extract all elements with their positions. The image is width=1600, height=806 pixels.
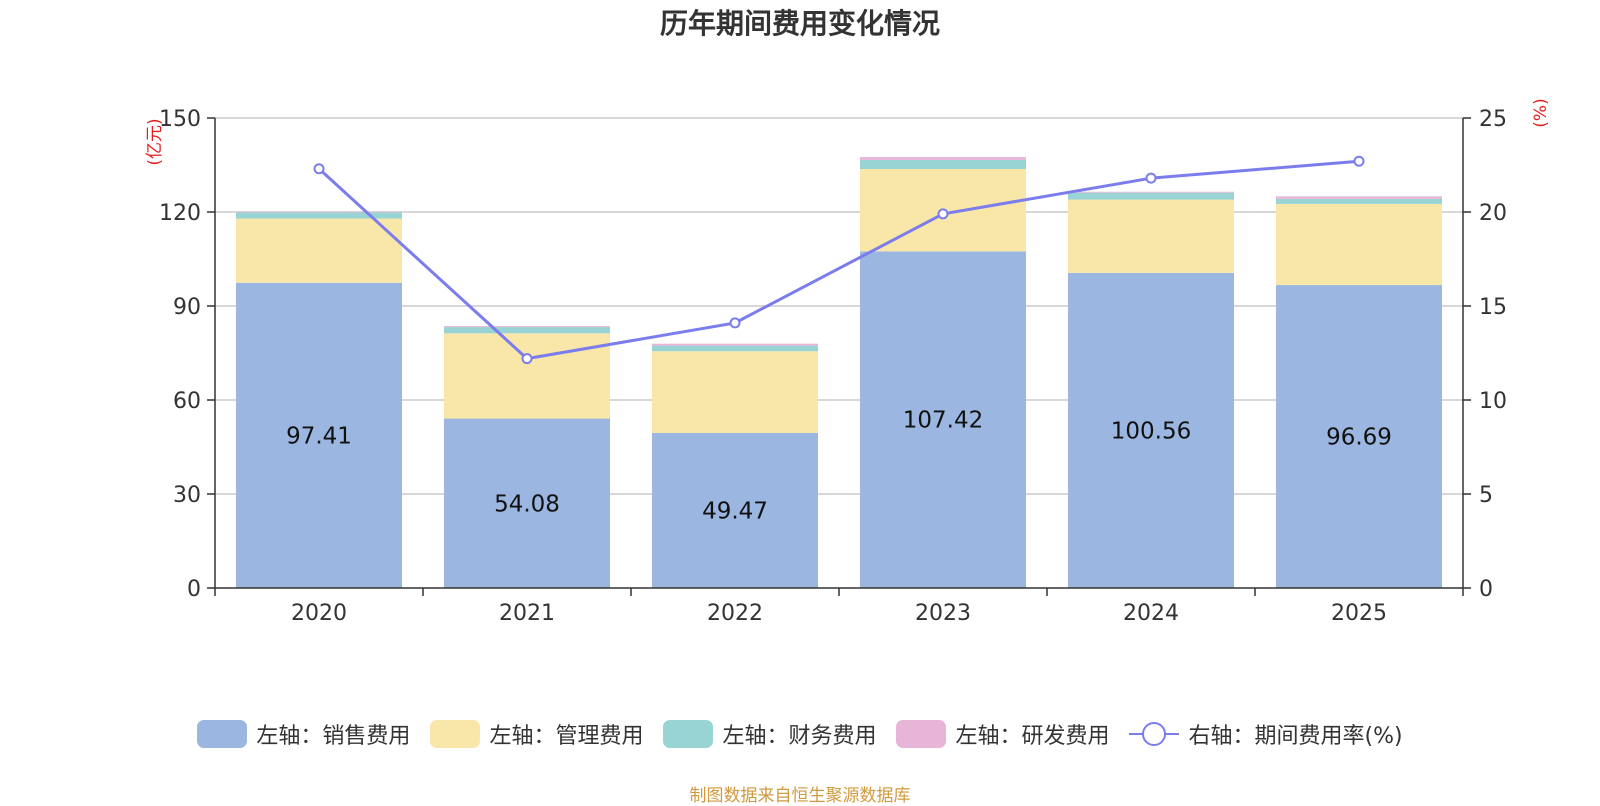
y-left-tick-label: 90 xyxy=(173,295,201,320)
y-right-tick-label: 15 xyxy=(1479,295,1507,320)
expense-rate-point xyxy=(1145,172,1157,184)
chart-title: 历年期间费用变化情况 xyxy=(659,7,940,40)
legend-label: 左轴：销售费用 xyxy=(256,724,411,749)
bar-segment xyxy=(860,251,1026,588)
legend-swatch xyxy=(430,720,481,748)
bar-segment xyxy=(652,432,818,588)
bar-segment xyxy=(1276,285,1442,588)
x-tick-label: 2023 xyxy=(915,601,971,626)
bar-segment xyxy=(1068,192,1234,200)
y-left-unit-label: (亿元) xyxy=(145,118,165,165)
expense-rate-point xyxy=(729,317,741,329)
y-left-tick-label: 120 xyxy=(159,201,201,226)
bar-value-label: 96.69 xyxy=(1326,425,1392,451)
bar-segment xyxy=(236,282,402,588)
legend-item[interactable]: 左轴：管理费用 xyxy=(430,718,643,750)
legend-item[interactable]: 左轴：研发费用 xyxy=(896,718,1109,750)
expense-rate-point xyxy=(313,163,325,175)
bar-segment xyxy=(860,157,1026,160)
bar-segment xyxy=(652,343,818,346)
bar-segment xyxy=(860,159,1026,170)
x-tick-label: 2024 xyxy=(1123,601,1179,626)
bar-segment xyxy=(652,345,818,352)
chart-legend: 左轴：销售费用 左轴：管理费用 左轴：财务费用 左轴：研发费用 右轴：期间费用率(%) xyxy=(0,718,1600,750)
expense-rate-line xyxy=(317,159,1360,361)
y-left-tick-label: 150 xyxy=(159,107,201,132)
y-left-tick-label: 60 xyxy=(173,389,201,414)
bar-segment xyxy=(444,418,610,588)
legend-swatch xyxy=(197,720,248,748)
legend-label: 左轴：财务费用 xyxy=(722,724,877,749)
bar-value-label: 97.41 xyxy=(286,423,352,449)
expense-rate-point xyxy=(937,208,949,220)
expense-rate-point xyxy=(521,353,533,365)
y-right-tick-label: 20 xyxy=(1479,201,1507,226)
y-right-unit-label: (%) xyxy=(1531,98,1551,127)
y-left-tick-label: 0 xyxy=(187,577,201,602)
bar-value-label: 49.47 xyxy=(702,498,768,524)
bar-segment xyxy=(1276,196,1442,199)
x-tick-label: 2022 xyxy=(707,601,763,626)
bar-value-label: 54.08 xyxy=(494,491,560,517)
legend-swatch xyxy=(663,720,714,748)
y-right-tick-label: 10 xyxy=(1479,389,1507,414)
legend-line-marker-icon xyxy=(1129,720,1180,748)
legend-item[interactable]: 右轴：期间费用率(%) xyxy=(1129,718,1403,750)
bar-segment xyxy=(1276,198,1442,204)
bar-segment xyxy=(1068,272,1234,588)
bar-segment xyxy=(1276,203,1442,286)
legend-label: 左轴：研发费用 xyxy=(955,724,1110,749)
expense-rate-point xyxy=(1353,155,1365,167)
y-right-tick-label: 5 xyxy=(1479,483,1493,508)
x-tick-label: 2020 xyxy=(291,601,347,626)
bar-segment xyxy=(444,327,610,334)
y-right-tick-label: 0 xyxy=(1479,577,1493,602)
bar-segment xyxy=(444,333,610,419)
bar-segment xyxy=(236,211,402,213)
y-right-tick-label: 25 xyxy=(1479,107,1507,132)
legend-item[interactable]: 左轴：销售费用 xyxy=(197,718,410,750)
legend-swatch xyxy=(896,720,947,748)
legend-item[interactable]: 左轴：财务费用 xyxy=(663,718,876,750)
legend-label: 右轴：期间费用率(%) xyxy=(1188,724,1403,749)
bar-value-label: 107.42 xyxy=(903,408,983,434)
legend-label: 左轴：管理费用 xyxy=(489,724,644,749)
bar-segment xyxy=(236,212,402,219)
y-left-tick-label: 30 xyxy=(173,483,201,508)
bar-segment xyxy=(1068,191,1234,193)
source-note: 制图数据来自恒生聚源数据库 xyxy=(689,786,911,806)
bar-value-label: 100.56 xyxy=(1111,418,1191,444)
bar-segment xyxy=(236,218,402,283)
chart-canvas: 97.41 54.08 49.47 107.42 100.56 96.69 0 30 60 90 1… xyxy=(145,98,1551,626)
bar-segment xyxy=(444,326,610,328)
x-tick-label: 2025 xyxy=(1331,601,1387,626)
bar-segment xyxy=(652,351,818,433)
x-tick-label: 2021 xyxy=(499,601,555,626)
bar-segment xyxy=(1068,199,1234,273)
